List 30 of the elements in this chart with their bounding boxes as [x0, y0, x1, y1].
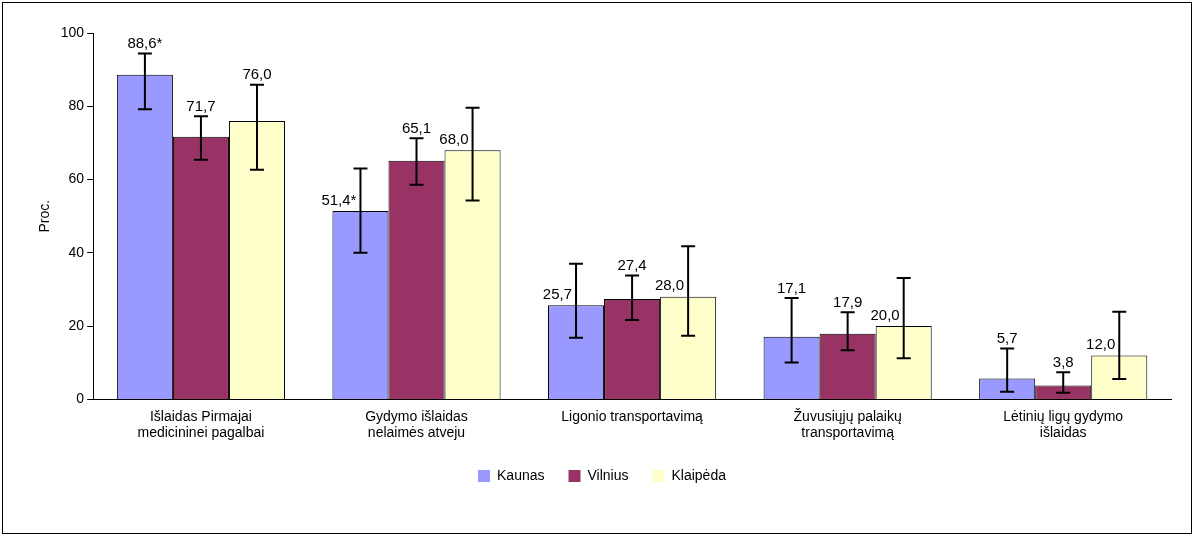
legend-label: Vilnius [587, 466, 629, 483]
y-tick-label: 20 [68, 316, 85, 333]
data-label: 25,7 [542, 284, 573, 302]
data-label: 5,7 [996, 329, 1018, 347]
data-label: 17,1 [777, 278, 807, 296]
data-label: 71,7 [186, 96, 216, 114]
data-label: 28,0 [654, 276, 685, 294]
x-tick-label: Gydymo išlaidas nelaimės atveju [365, 407, 468, 441]
data-label: 3,8 [1052, 352, 1074, 370]
y-tick-label: 60 [68, 170, 85, 187]
legend-label: Kaunas [497, 466, 545, 483]
y-tick-label: 100 [60, 23, 85, 40]
x-tick-label: Išlaidas Pirmajai medicininei pagalbai [137, 407, 265, 441]
y-tick-label: 40 [68, 243, 85, 260]
data-label: 76,0 [242, 65, 272, 83]
data-label: 51,4* [321, 190, 357, 208]
data-label: 68,0 [439, 129, 469, 147]
data-label: 17,9 [833, 292, 863, 310]
data-label: 20,0 [870, 305, 900, 323]
x-tick-label: Žuvusiųjų palaikų transportavimą [793, 407, 902, 441]
legend-label: Klaipėda [671, 466, 727, 483]
y-axis-title: Proc. [36, 199, 53, 233]
x-tick-label: Ligonio transportavimą [561, 407, 704, 424]
data-label: 88,6* [127, 34, 163, 52]
data-label: 65,1 [401, 118, 432, 136]
y-tick-label: 0 [76, 390, 85, 407]
x-tick-label: Lėtinių ligų gydymo išlaidas [1003, 407, 1124, 441]
data-label: 12,0 [1086, 335, 1116, 353]
y-tick-label: 80 [68, 97, 85, 114]
data-label: 27,4 [617, 256, 647, 274]
